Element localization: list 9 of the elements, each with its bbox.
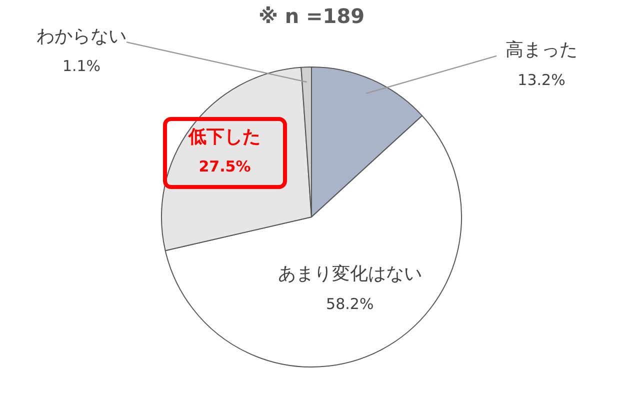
data-label: 58.2% <box>326 294 374 313</box>
slice-label: 低下した <box>188 126 261 148</box>
data-label: 13.2% <box>518 70 566 89</box>
chart-title: ※ n =189 <box>258 4 365 28</box>
data-label: 27.5% <box>198 158 251 176</box>
slice-label: 高まった <box>506 40 578 61</box>
slice-label: あまり変化はない <box>278 264 422 285</box>
slice-label: わからない <box>36 26 126 47</box>
data-label: 1.1% <box>62 56 101 75</box>
